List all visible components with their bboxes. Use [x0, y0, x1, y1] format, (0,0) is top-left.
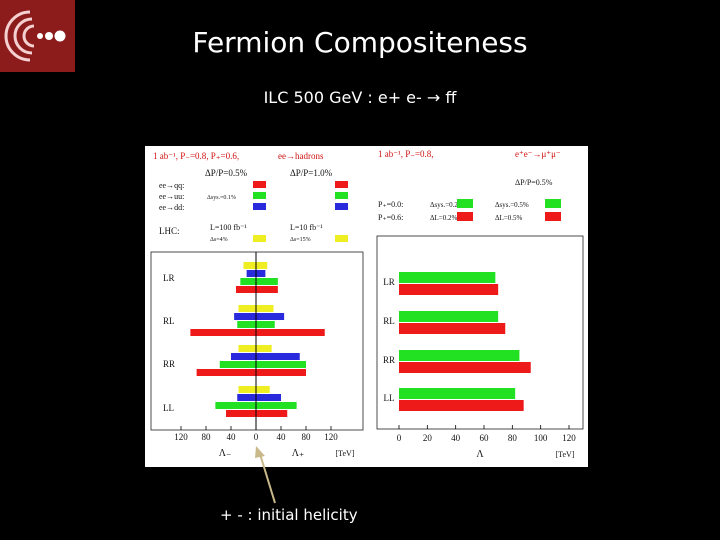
bar-LR-0 [399, 272, 496, 283]
legend-label: ee→qq: [159, 181, 184, 190]
x-tick-label: 40 [451, 433, 461, 443]
legend-note: ΔL=0.2% [430, 214, 457, 222]
category-label: LR [163, 273, 175, 283]
legend-swatch-left [253, 181, 266, 188]
bar-RR-0 [399, 350, 520, 361]
bar-RL-0 [399, 311, 499, 322]
x-tick-label: 40 [227, 432, 237, 442]
header-process: ee→hadrons [278, 151, 324, 161]
x-tick-label: 0 [397, 433, 402, 443]
legend-swatch-right [335, 203, 348, 210]
legend-swatch-right [335, 181, 348, 188]
muon-chart: 1 ab⁻¹, P₋=0.8, e⁺e⁻→μ⁺μ⁻ ΔP/P=0.5% P₊=0.0:… [376, 149, 584, 460]
bar-LR-0 [243, 262, 268, 269]
bar-RL-1 [399, 323, 506, 334]
header-process: e⁺e⁻→μ⁺μ⁻ [515, 149, 561, 159]
bar-LL-0 [238, 386, 270, 393]
legend-swatch-b [545, 199, 561, 208]
bar-RL-1 [234, 313, 285, 320]
category-label: RL [163, 316, 175, 326]
category-label: RL [383, 316, 395, 326]
lhc-swatch-left [253, 235, 266, 242]
header-lumi: 1 ab⁻¹, P₋=0.8, P₊=0.6, [153, 151, 239, 161]
legend-note: Δsys.=0.2% [430, 201, 464, 209]
plot-frame [150, 251, 364, 431]
bar-RR-1 [399, 362, 531, 373]
header-dp-left: ΔP/P=0.5% [205, 168, 248, 178]
x-label: Λ [476, 449, 484, 460]
category-label: LL [384, 393, 395, 403]
legend-swatch-a [457, 199, 473, 208]
bar-RR-2 [219, 361, 306, 368]
legend-note-2: ΔL=0.5% [495, 214, 522, 222]
lhc-note-left: Δs=4% [210, 237, 228, 243]
x-label-left: Λ₋ [219, 448, 232, 459]
header-dp-right: ΔP/P=1.0% [290, 168, 333, 178]
header-dp: ΔP/P=0.5% [515, 178, 553, 187]
bar-LL-0 [399, 388, 516, 399]
bar-LR-1 [399, 284, 499, 295]
x-tick-label: 120 [174, 432, 188, 442]
legend-swatch-a [457, 212, 473, 221]
plot-frame [376, 235, 584, 430]
bar-RR-3 [196, 369, 306, 376]
category-label: RR [163, 359, 175, 369]
bar-LL-1 [399, 400, 524, 411]
bar-RL-3 [190, 329, 325, 336]
header-lumi: 1 ab⁻¹, P₋=0.8, [378, 149, 434, 159]
x-tick-label: 120 [324, 432, 338, 442]
bar-RR-0 [238, 345, 272, 352]
compositeness-figure: 1 ab⁻¹, P₋=0.8, P₊=0.6, ee→hadrons ΔP/P=0.… [145, 146, 588, 467]
bar-LR-3 [236, 286, 278, 293]
x-tick-label: 20 [423, 433, 433, 443]
legend-swatch-left [253, 192, 266, 199]
legend-label: P₊=0.6: [378, 213, 403, 222]
slide-title: Fermion Compositeness [192, 26, 528, 59]
x-label-right: Λ₊ [292, 448, 305, 459]
ilc-logo-icon [0, 0, 75, 72]
x-tick-label: 80 [202, 432, 212, 442]
lhc-lumi-right: L=10 fb⁻¹ [290, 223, 323, 232]
legend-note-2: Δsys.=0.5% [495, 201, 529, 209]
x-tick-label: 0 [254, 432, 259, 442]
legend-swatch-right [335, 192, 348, 199]
x-tick-label: 120 [562, 433, 576, 443]
category-label: RR [383, 355, 395, 365]
x-tick-label: 80 [302, 432, 312, 442]
x-tick-label: 100 [534, 433, 548, 443]
helicity-caption: + - : initial helicity [220, 506, 358, 524]
lhc-lumi-left: L=100 fb⁻¹ [210, 223, 247, 232]
legend-label: P₊=0.0: [378, 200, 403, 209]
legend-swatch-b [545, 212, 561, 221]
x-tick-label: 40 [277, 432, 287, 442]
bar-RR-1 [231, 353, 300, 360]
legend-swatch-left [253, 203, 266, 210]
legend-label: ee→dd: [159, 203, 184, 212]
legend-note: Δsys.=0.1% [207, 195, 236, 201]
lhc-note-right: Δs=15% [290, 237, 311, 243]
x-unit: [TeV] [556, 450, 575, 459]
category-label: LL [163, 403, 174, 413]
x-tick-label: 60 [480, 433, 490, 443]
bar-LL-1 [237, 394, 281, 401]
category-label: LR [383, 277, 395, 287]
bar-LR-2 [240, 278, 278, 285]
legend-label: ee→uu: [159, 192, 184, 201]
lhc-swatch-right [335, 235, 348, 242]
hadrons-chart: 1 ab⁻¹, P₋=0.8, P₊=0.6, ee→hadrons ΔP/P=0.… [150, 151, 364, 459]
slide-subtitle: ILC 500 GeV : e+ e- → ff [263, 88, 457, 107]
lhc-label: LHC: [159, 226, 180, 236]
x-unit: [TeV] [336, 449, 355, 458]
bar-LL-3 [226, 410, 288, 417]
x-tick-label: 80 [508, 433, 518, 443]
